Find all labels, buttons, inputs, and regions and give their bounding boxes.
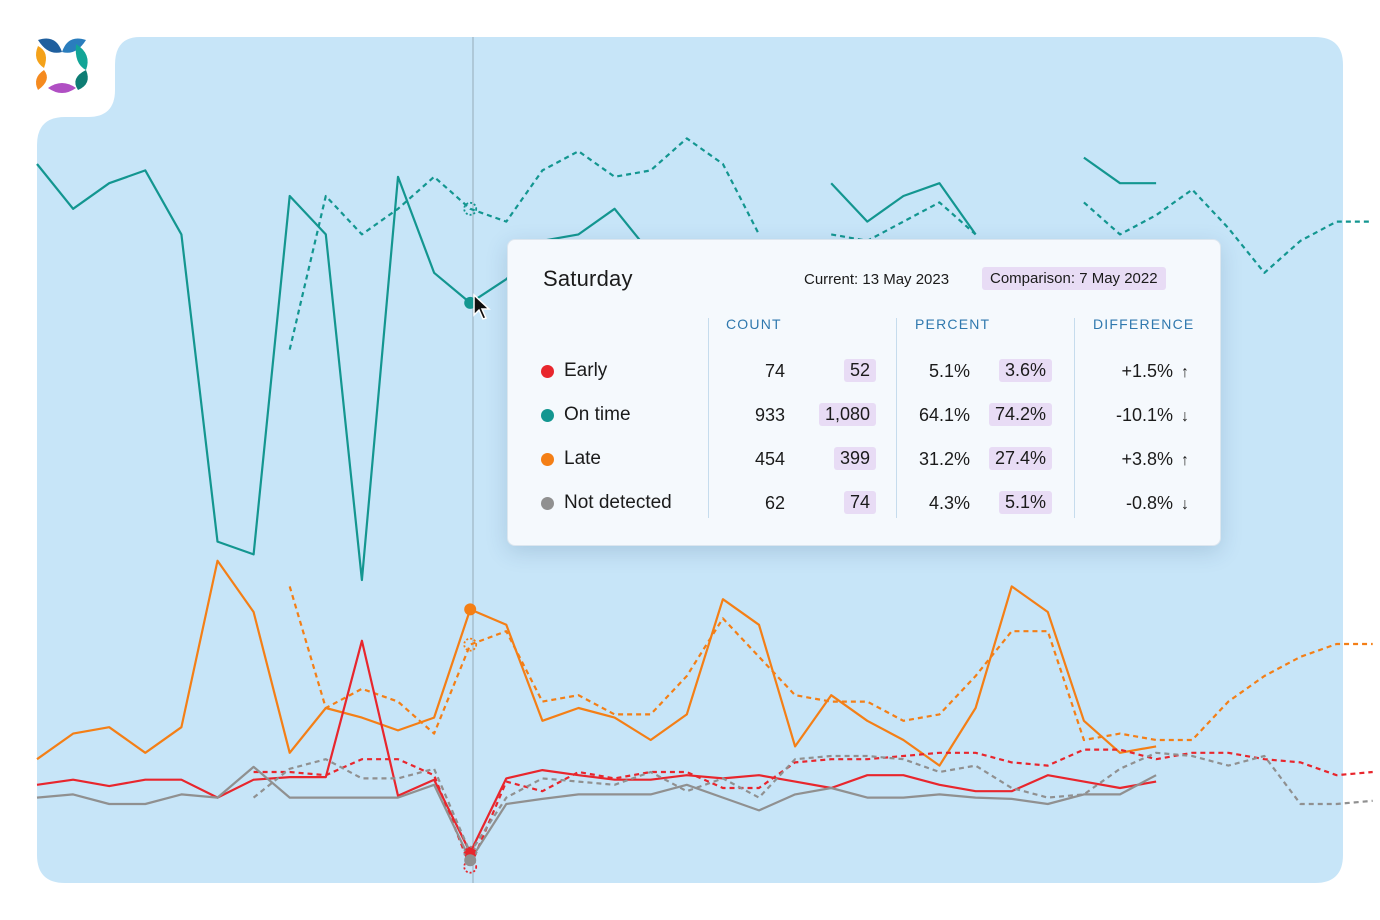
legend-dot-icon: [541, 453, 554, 466]
count-comparison: 74: [843, 491, 876, 514]
difference-text: +1.5%: [1121, 361, 1173, 381]
percent-current: 4.3%: [928, 493, 970, 513]
tooltip-panel: Saturday Current: 13 May 2023 Comparison…: [507, 239, 1221, 546]
tooltip-day-title: Saturday: [543, 266, 633, 291]
row-label: On time: [564, 404, 631, 425]
percent-comparison: 27.4%: [988, 447, 1052, 470]
count-comparison: 1,080: [818, 403, 876, 426]
hover-point-on_time-current: [464, 296, 477, 309]
percent-current: 5.1%: [928, 361, 970, 381]
arrow-down-icon: ↓: [1181, 408, 1189, 425]
difference-value: -0.8% ↓: [1126, 493, 1189, 514]
hover-point-late-current: [464, 603, 477, 616]
count-current: 74: [764, 361, 785, 381]
column-divider: [1074, 318, 1075, 518]
arrow-down-icon: ↓: [1181, 496, 1189, 513]
difference-value: -10.1% ↓: [1116, 405, 1189, 426]
series-line-on_time-current: [830, 182, 977, 236]
series-line-late-current: [36, 559, 1157, 767]
difference-text: +3.8%: [1121, 449, 1173, 469]
difference-text: -0.8%: [1125, 493, 1173, 513]
difference-text: -10.1%: [1115, 405, 1173, 425]
row-label: Late: [564, 448, 601, 469]
logo-icon: [36, 38, 88, 93]
count-current: 454: [754, 449, 785, 469]
legend-dot-icon: [541, 409, 554, 422]
legend-dot-icon: [541, 497, 554, 510]
hover-point-early-comparison: [463, 859, 478, 874]
percent-current: 31.2%: [918, 449, 970, 469]
count-current: 933: [754, 405, 785, 425]
row-label: Not detected: [564, 492, 672, 513]
series-line-early-current: [36, 639, 1157, 854]
percent-current: 64.1%: [918, 405, 970, 425]
percent-comparison: 3.6%: [998, 359, 1052, 382]
mouse-cursor-icon: [473, 293, 491, 320]
row-label: Early: [564, 360, 608, 381]
series-line-not_detected-current: [36, 765, 1157, 862]
count-comparison: 52: [843, 359, 876, 382]
count-column-header: COUNT: [726, 316, 782, 332]
column-divider: [708, 318, 709, 518]
current-date-label: Current: 13 May 2023: [804, 271, 950, 288]
count-current: 62: [764, 493, 785, 513]
series-line-early-comparison: [253, 748, 1373, 868]
percent-column-header: PERCENT: [915, 316, 991, 332]
hover-point-on_time-comparison: [463, 201, 478, 216]
series-line-not_detected-comparison: [252, 751, 1373, 854]
difference-value: +1.5% ↑: [1121, 361, 1189, 382]
count-comparison: 399: [833, 447, 876, 470]
series-line-on_time-comparison: [288, 137, 760, 350]
series-line-on_time-current: [1083, 156, 1157, 185]
comparison-date-badge: Comparison: 7 May 2022: [982, 267, 1166, 290]
percent-comparison: 74.2%: [988, 403, 1052, 426]
arrow-up-icon: ↑: [1181, 364, 1189, 381]
column-divider: [896, 318, 897, 518]
hover-point-not_detected-comparison: [463, 845, 478, 860]
percent-comparison: 5.1%: [998, 491, 1052, 514]
series-line-on_time-comparison: [1083, 188, 1373, 274]
arrow-up-icon: ↑: [1181, 452, 1189, 469]
difference-column-header: DIFFERENCE: [1093, 316, 1195, 332]
legend-dot-icon: [541, 365, 554, 378]
hover-point-late-comparison: [463, 637, 478, 652]
difference-value: +3.8% ↑: [1121, 449, 1189, 470]
